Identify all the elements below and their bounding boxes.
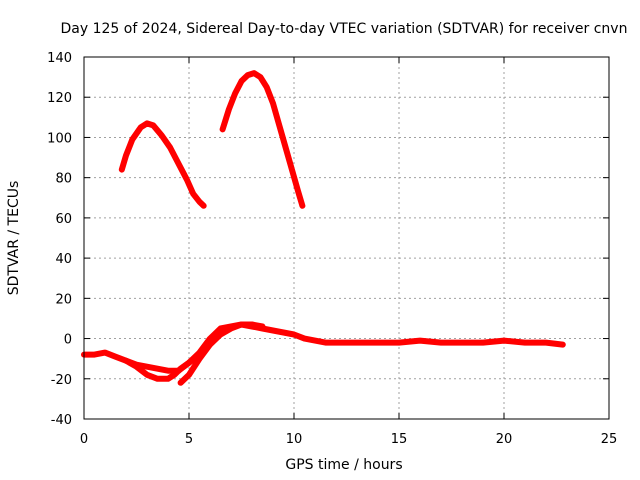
series-line-arc-2 bbox=[219, 70, 306, 209]
series-line-arc-1 bbox=[118, 120, 207, 209]
x-tick-label: 5 bbox=[185, 432, 193, 447]
x-axis-label: GPS time / hours bbox=[285, 457, 402, 473]
y-tick-label: 80 bbox=[55, 172, 72, 187]
x-tick-label: 20 bbox=[496, 432, 513, 447]
y-tick-label: -20 bbox=[51, 373, 72, 388]
y-tick-label: 60 bbox=[55, 212, 72, 227]
grid bbox=[84, 57, 609, 419]
chart-title: Day 125 of 2024, Sidereal Day-to-day VTE… bbox=[61, 21, 628, 37]
series-line-baseline bbox=[81, 321, 566, 374]
plot-frame bbox=[83, 56, 610, 420]
x-tick-label: 15 bbox=[391, 432, 408, 447]
x-tick-label: 25 bbox=[601, 432, 618, 447]
y-tick-label: 100 bbox=[47, 131, 72, 146]
y-axis-ticks: -40 -20 0 20 40 60 80 100 120 140 bbox=[47, 51, 609, 428]
y-tick-label: 40 bbox=[55, 252, 72, 267]
y-tick-label: 140 bbox=[47, 51, 72, 66]
y-tick-label: 0 bbox=[64, 333, 72, 348]
y-tick-label: 20 bbox=[55, 292, 72, 307]
series-layer bbox=[81, 70, 566, 386]
y-tick-label: 120 bbox=[47, 91, 72, 106]
x-tick-label: 0 bbox=[80, 432, 88, 447]
y-tick-label: -40 bbox=[51, 413, 72, 428]
x-tick-label: 10 bbox=[286, 432, 303, 447]
x-axis-ticks: 0 5 10 15 20 25 bbox=[80, 57, 617, 447]
series-line-dip-1 bbox=[123, 351, 203, 382]
series-line-dip-2 bbox=[177, 321, 266, 386]
y-axis-label: SDTVAR / TECUs bbox=[6, 181, 22, 296]
